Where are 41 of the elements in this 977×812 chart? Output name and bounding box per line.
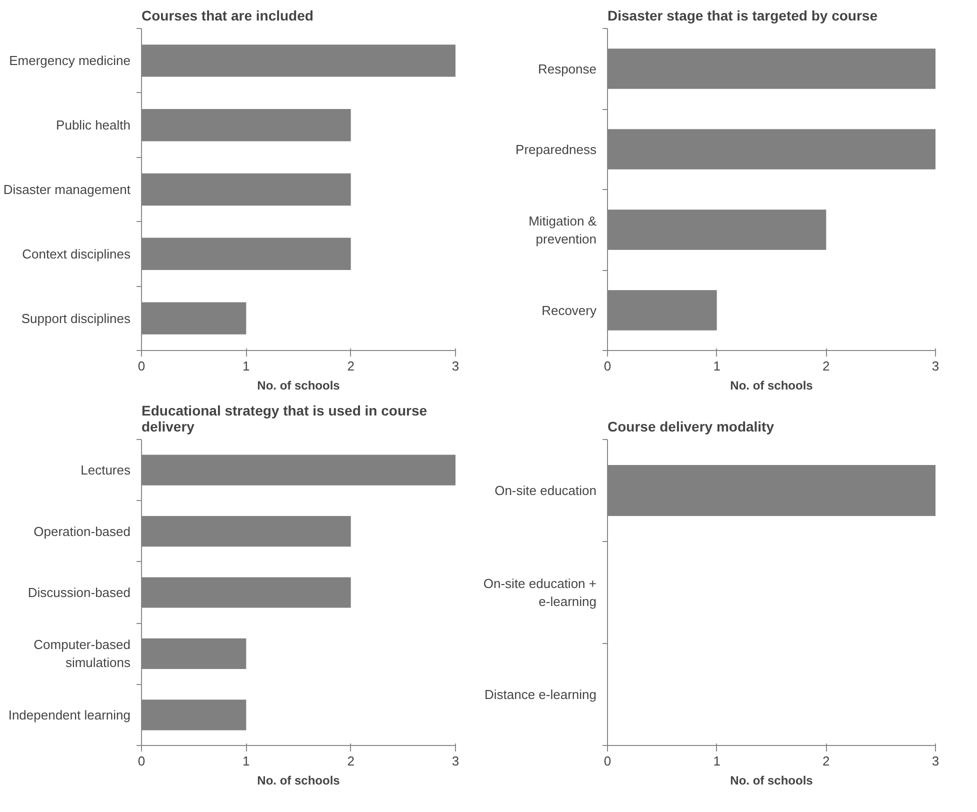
y-tick-label: Recovery — [542, 302, 597, 318]
y-tick-label: Disaster management — [3, 182, 131, 197]
y-tick-label: On-site education + e-learning — [483, 576, 597, 609]
x-tick-label: 0 — [138, 358, 146, 374]
x-tick-label: 0 — [604, 358, 612, 374]
y-tick-label: Lectures — [80, 462, 131, 478]
x-tick-label: 3 — [452, 358, 460, 374]
y-tick-label: Context disciplines — [22, 246, 131, 262]
chart-title: Disaster stage that is targeted by course — [608, 8, 878, 24]
x-axis-title: No. of schools — [730, 774, 814, 788]
y-tick-label: Emergency medicine — [9, 53, 131, 68]
x-axis-title: No. of schools — [257, 378, 340, 392]
x-tick-label: 2 — [822, 754, 830, 768]
y-tick-label: Mitigation & prevention — [528, 213, 597, 246]
x-tick-label: 2 — [347, 754, 354, 768]
x-axis-title: No. of schools — [257, 774, 340, 788]
x-tick-label: 3 — [452, 754, 460, 768]
y-tick-label: Discussion-based — [28, 585, 131, 600]
x-axis-title: No. of schools — [730, 378, 814, 392]
y-tick-label: Operation-based — [34, 524, 131, 539]
chart-title: Educational strategy that is used in course delivery — [142, 402, 428, 434]
y-tick-label: Independent learning — [8, 707, 131, 722]
x-tick-label: 1 — [242, 358, 250, 374]
x-tick-label: 0 — [138, 754, 146, 768]
x-tick-label: 3 — [932, 358, 940, 374]
y-tick-label: Computer-based simulations — [34, 637, 131, 670]
y-tick-label: Preparedness — [516, 142, 597, 157]
chart-title: Courses that are included — [142, 8, 314, 24]
y-tick-label: On-site education — [494, 483, 597, 498]
x-tick-label: 1 — [713, 358, 720, 374]
y-tick-label: Distance e-learning — [484, 687, 597, 702]
y-tick-label: Response — [538, 61, 597, 76]
x-tick-label: 0 — [604, 754, 612, 768]
x-tick-label: 1 — [713, 754, 720, 768]
chart-title: Course delivery modality — [608, 418, 774, 434]
x-tick-label: 3 — [932, 754, 940, 768]
x-tick-label: 2 — [347, 358, 354, 374]
y-tick-label: Support disciplines — [21, 310, 131, 326]
x-tick-label: 2 — [822, 358, 830, 374]
y-tick-label: Public health — [56, 118, 131, 133]
x-tick-label: 1 — [242, 754, 250, 768]
